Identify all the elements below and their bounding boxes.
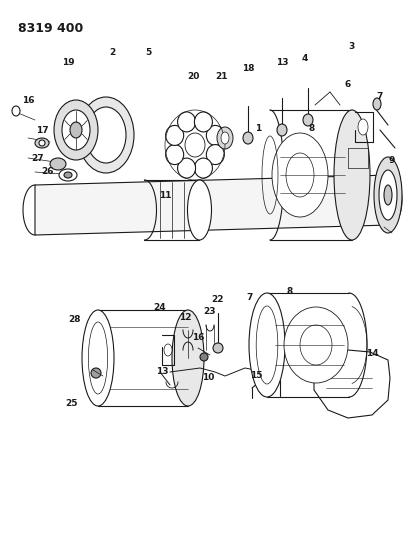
Text: 11: 11 [158,191,171,200]
Text: 8319 400: 8319 400 [18,22,83,35]
Text: 6: 6 [344,79,350,88]
Ellipse shape [213,343,222,353]
Ellipse shape [39,140,45,146]
Text: 10: 10 [201,374,213,383]
Ellipse shape [165,125,183,146]
Ellipse shape [372,98,380,110]
Polygon shape [35,175,389,235]
Text: 26: 26 [42,167,54,176]
Ellipse shape [333,110,369,240]
Ellipse shape [299,325,331,365]
Text: 8: 8 [308,124,315,133]
Ellipse shape [70,122,82,138]
Text: 3: 3 [348,42,354,51]
Text: 16: 16 [22,95,34,104]
Ellipse shape [172,310,204,406]
Text: 9: 9 [388,156,394,165]
Ellipse shape [35,138,49,148]
Ellipse shape [165,144,183,165]
Ellipse shape [200,353,207,361]
Text: 27: 27 [31,154,44,163]
Ellipse shape [206,125,224,146]
Ellipse shape [50,158,66,170]
Text: 17: 17 [36,125,48,134]
Text: 28: 28 [69,316,81,325]
Text: 15: 15 [249,372,262,381]
Ellipse shape [164,344,172,356]
Text: 19: 19 [61,58,74,67]
Ellipse shape [78,97,134,173]
Ellipse shape [187,180,211,240]
Text: 5: 5 [144,47,151,56]
Text: 8: 8 [286,287,292,296]
Ellipse shape [276,124,286,136]
Text: 25: 25 [65,400,78,408]
Ellipse shape [373,157,401,233]
Text: 24: 24 [153,303,166,312]
Ellipse shape [194,112,212,132]
Ellipse shape [285,153,313,197]
Ellipse shape [271,133,327,217]
Text: 7: 7 [376,92,382,101]
Ellipse shape [302,114,312,126]
Text: 7: 7 [246,294,253,303]
Text: 13: 13 [275,58,288,67]
Text: 1: 1 [254,124,261,133]
Text: 12: 12 [178,313,191,322]
Ellipse shape [12,106,20,116]
Ellipse shape [59,169,77,181]
Ellipse shape [243,132,252,144]
Ellipse shape [86,107,126,163]
Text: 22: 22 [211,295,224,304]
Text: 13: 13 [155,367,168,376]
Ellipse shape [248,293,284,397]
Ellipse shape [64,172,72,178]
Text: 14: 14 [365,350,378,359]
Polygon shape [313,350,389,418]
Ellipse shape [177,158,195,178]
Text: 16: 16 [191,334,204,343]
Ellipse shape [62,110,90,150]
Ellipse shape [82,310,114,406]
Ellipse shape [383,185,391,205]
Ellipse shape [220,132,229,144]
Ellipse shape [378,170,396,220]
Ellipse shape [283,307,347,383]
Ellipse shape [184,133,204,157]
Text: 2: 2 [109,47,115,56]
Ellipse shape [206,144,224,165]
Text: 23: 23 [203,308,216,317]
Text: 20: 20 [187,71,199,80]
Ellipse shape [357,119,367,135]
Text: 4: 4 [301,53,308,62]
Ellipse shape [177,112,195,132]
Text: 21: 21 [215,71,228,80]
Text: 18: 18 [241,63,254,72]
Ellipse shape [91,368,101,378]
Ellipse shape [216,127,232,149]
Ellipse shape [54,100,98,160]
Ellipse shape [194,158,212,178]
